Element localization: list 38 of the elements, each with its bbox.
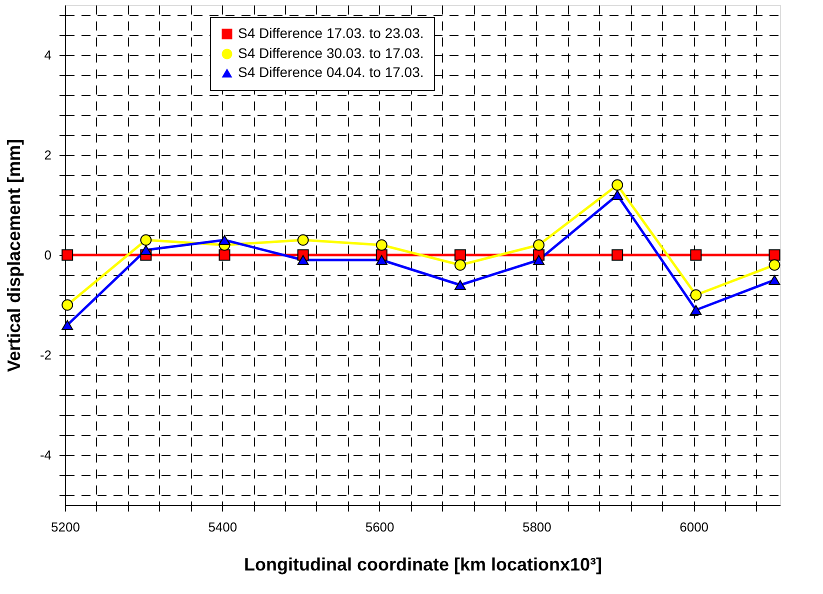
point <box>454 259 466 271</box>
y-tick-label: -4 <box>40 448 52 462</box>
x-tick-label: 5400 <box>208 520 238 534</box>
x-tick-label: 6000 <box>680 520 709 534</box>
point <box>297 254 309 266</box>
point <box>533 239 545 251</box>
y-tick-label: -2 <box>40 348 52 362</box>
point <box>768 259 780 271</box>
y-axis-title: Vertical displacement [mm] <box>4 138 24 372</box>
y-tick-label: 2 <box>44 148 52 162</box>
point <box>690 289 702 301</box>
point <box>140 234 152 246</box>
point <box>454 280 466 290</box>
point <box>62 320 74 330</box>
point <box>768 274 780 286</box>
point <box>62 249 74 261</box>
x-tick-label: 5600 <box>365 520 394 534</box>
y-tick-label: 0 <box>44 248 52 262</box>
point <box>140 244 152 256</box>
point <box>454 249 466 261</box>
legend-label: S4 Difference 30.03. to 17.03. <box>238 45 424 61</box>
point <box>218 234 230 246</box>
point <box>690 304 702 316</box>
point <box>612 179 624 191</box>
point <box>376 254 388 266</box>
point <box>297 234 309 246</box>
point <box>62 299 74 311</box>
legend-label: S4 Difference 17.03. to 23.03. <box>238 25 424 41</box>
x-axis-title: Longitudinal coordinate [km locationx10³] <box>244 554 602 574</box>
point <box>612 249 624 261</box>
x-tick-label: 5800 <box>522 520 552 534</box>
point <box>690 249 702 261</box>
x-tick-label: 5200 <box>51 520 80 534</box>
point <box>376 239 388 251</box>
point <box>612 190 624 200</box>
y-tick-label: 4 <box>44 48 52 62</box>
legend-label: S4 Difference 04.04. to 17.03. <box>238 64 424 80</box>
point <box>533 254 545 266</box>
